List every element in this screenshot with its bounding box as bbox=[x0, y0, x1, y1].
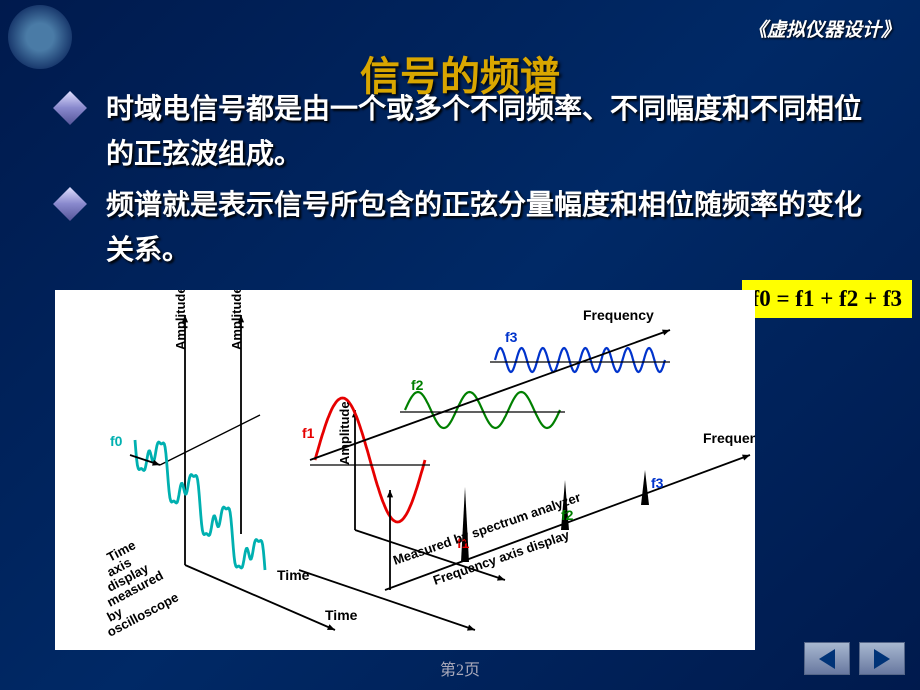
svg-text:f1: f1 bbox=[302, 425, 315, 441]
svg-text:f3: f3 bbox=[505, 329, 518, 345]
next-button[interactable] bbox=[859, 642, 905, 675]
arrow-right-icon bbox=[874, 649, 890, 669]
diamond-icon bbox=[53, 91, 87, 125]
bullet-text-1: 时域电信号都是由一个或多个不同频率、不同幅度和不同相位的正弦波组成。 bbox=[106, 88, 878, 178]
bullet-1: 时域电信号都是由一个或多个不同频率、不同幅度和不同相位的正弦波组成。 bbox=[58, 88, 878, 178]
spectrum-diagram: f0f1f2f3f1f2f3AmplitudeAmplitudeAmplitud… bbox=[55, 290, 755, 650]
svg-text:Amplitude: Amplitude bbox=[173, 290, 188, 350]
svg-text:Amplitude: Amplitude bbox=[337, 401, 352, 465]
svg-text:f3: f3 bbox=[651, 475, 664, 491]
svg-text:Frequency: Frequency bbox=[583, 307, 654, 323]
prev-button[interactable] bbox=[804, 642, 850, 675]
svg-text:Time: Time bbox=[277, 567, 310, 583]
equation-box: f0 = f1 + f2 + f3 bbox=[742, 280, 912, 318]
svg-text:Amplitude: Amplitude bbox=[229, 290, 244, 350]
arrow-left-icon bbox=[819, 649, 835, 669]
bullet-2: 频谱就是表示信号所包含的正弦分量幅度和相位随频率的变化关系。 bbox=[58, 184, 878, 274]
bullet-text-2: 频谱就是表示信号所包含的正弦分量幅度和相位随频率的变化关系。 bbox=[106, 184, 878, 274]
page-number: 第2页 bbox=[0, 656, 920, 680]
course-name: 《虚拟仪器设计》 bbox=[748, 15, 900, 42]
svg-text:f2: f2 bbox=[411, 377, 424, 393]
diamond-icon bbox=[53, 187, 87, 221]
svg-text:Time: Time bbox=[325, 607, 358, 623]
svg-text:f0: f0 bbox=[110, 433, 123, 449]
svg-text:Frequency: Frequency bbox=[703, 430, 755, 446]
